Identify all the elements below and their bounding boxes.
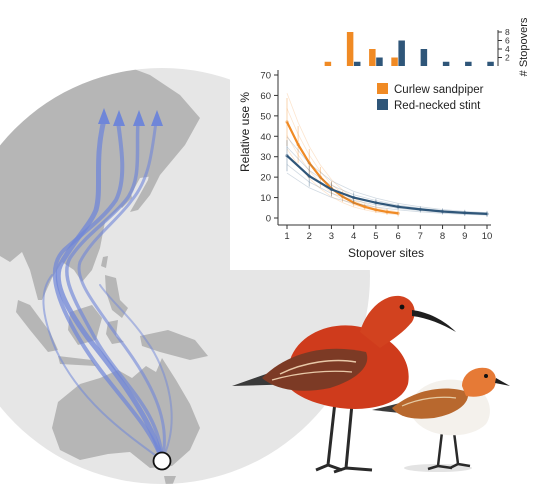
histogram-y-tick-label: 2	[505, 53, 510, 63]
x-tick-label: 6	[395, 231, 400, 242]
x-tick-label: 9	[462, 231, 467, 242]
x-tick-label: 4	[351, 231, 356, 242]
individual-trace-line	[286, 93, 399, 213]
histogram-y-tick-label: 6	[505, 36, 510, 46]
arrow-head-icon	[151, 110, 163, 126]
line-chart-series	[285, 93, 489, 217]
curlew-sandpiper-fit-line	[286, 121, 399, 215]
histogram-bar-stint	[442, 61, 450, 66]
flyway-route	[52, 120, 164, 462]
histogram-bars	[324, 32, 494, 66]
histogram-bar-curlew	[391, 57, 398, 66]
land-philippines	[105, 275, 128, 318]
y-tick-label: 30	[260, 152, 271, 163]
line-chart: 0 10 20 30 40 50 60 70 1 2 3 4 5 6 7 8 9 10 Relative use …	[238, 70, 492, 260]
x-tick-label: 5	[373, 231, 378, 242]
individual-trace-line	[286, 172, 488, 216]
flyway-route	[65, 120, 164, 462]
arrow-head-icon	[98, 108, 110, 124]
x-tick-label: 1	[284, 231, 289, 242]
histogram-bar-stint	[353, 61, 361, 66]
line-chart-axes: 0 10 20 30 40 50 60 70 1 2 3 4 5 6 7 8 9 10	[260, 70, 492, 242]
x-tick-label: 8	[440, 231, 445, 242]
histogram-bar-stint	[398, 40, 405, 66]
histogram-bar-stint	[420, 49, 428, 66]
legend-label-stint: Red-necked stint	[394, 100, 481, 112]
y-tick-label: 0	[266, 214, 271, 225]
curlew-sandpiper-illustration	[232, 295, 456, 474]
histogram-bar-stint	[487, 61, 494, 66]
y-tick-label: 40	[260, 132, 271, 143]
origin-site-marker	[152, 451, 172, 471]
x-tick-label: 7	[418, 231, 423, 242]
histogram-bar-curlew	[346, 32, 354, 66]
land-japan	[130, 142, 166, 212]
x-axis-title: Stopover sites	[348, 246, 424, 260]
flyway-route	[99, 284, 173, 461]
flyway-route	[42, 274, 163, 461]
y-tick-label: 10	[260, 193, 271, 204]
arrow-head-icon	[113, 110, 125, 126]
red-necked-stint-illustration	[372, 367, 510, 472]
y-axis-title: Relative use %	[238, 92, 252, 172]
flyway-routes	[42, 108, 173, 463]
legend-label-curlew: Curlew sandpiper	[394, 84, 484, 96]
y-tick-label: 70	[260, 71, 271, 82]
red-necked-stint-fit-line	[286, 154, 488, 215]
x-tick-label: 3	[329, 231, 334, 242]
histogram-y-axis-title: # Stopovers	[518, 17, 530, 76]
y-tick-label: 50	[260, 111, 271, 122]
land-sumatra	[16, 300, 58, 352]
land-tasmania	[164, 476, 176, 484]
histogram-bar-curlew	[324, 61, 332, 66]
x-tick-label: 10	[482, 231, 493, 242]
histogram-bar-stint	[465, 61, 472, 66]
legend-swatch-stint	[377, 99, 388, 110]
land-new-guinea	[140, 330, 208, 360]
flyway-route	[55, 117, 165, 463]
flyway-route	[77, 120, 166, 462]
individual-trace-line	[286, 136, 488, 214]
histogram-bar-curlew	[369, 49, 376, 66]
land-java	[58, 356, 96, 366]
land-taiwan	[101, 256, 108, 268]
histogram-y-tick-label: 8	[505, 27, 510, 37]
histogram-bar-stint	[376, 57, 383, 66]
y-tick-label: 20	[260, 173, 271, 184]
legend-swatch-curlew	[377, 83, 388, 94]
histogram-y-tick-label: 4	[505, 44, 510, 54]
y-tick-label: 60	[260, 91, 271, 102]
arrow-head-icon	[133, 110, 145, 126]
chart-legend: Curlew sandpiper Red-necked stint	[377, 83, 484, 112]
x-tick-label: 2	[307, 231, 312, 242]
